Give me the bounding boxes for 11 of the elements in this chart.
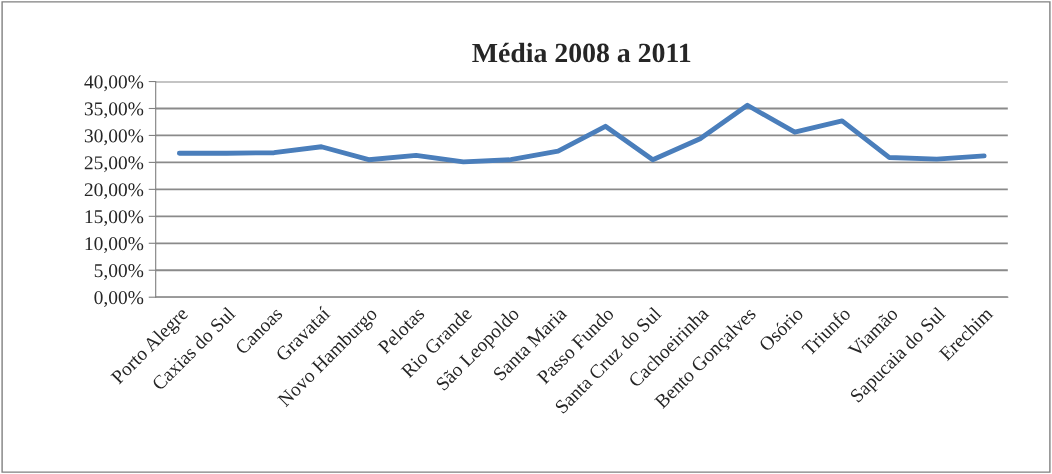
y-tick-label: 25,00% [84, 156, 144, 173]
chart-title: Média 2008 a 2011 [472, 42, 691, 63]
y-tick-label: 10,00% [85, 237, 144, 254]
y-tick-label: 5,00% [94, 264, 144, 280]
y-tick-label: 0,00% [94, 291, 144, 307]
y-tick-label: 20,00% [84, 183, 144, 200]
y-tick-label: 35,00% [84, 102, 144, 119]
y-tick-label: 15,00% [85, 210, 144, 227]
y-tick-label: 30,00% [84, 129, 144, 146]
line-series [176, 102, 987, 165]
y-tick-label: 40,00% [84, 75, 144, 92]
